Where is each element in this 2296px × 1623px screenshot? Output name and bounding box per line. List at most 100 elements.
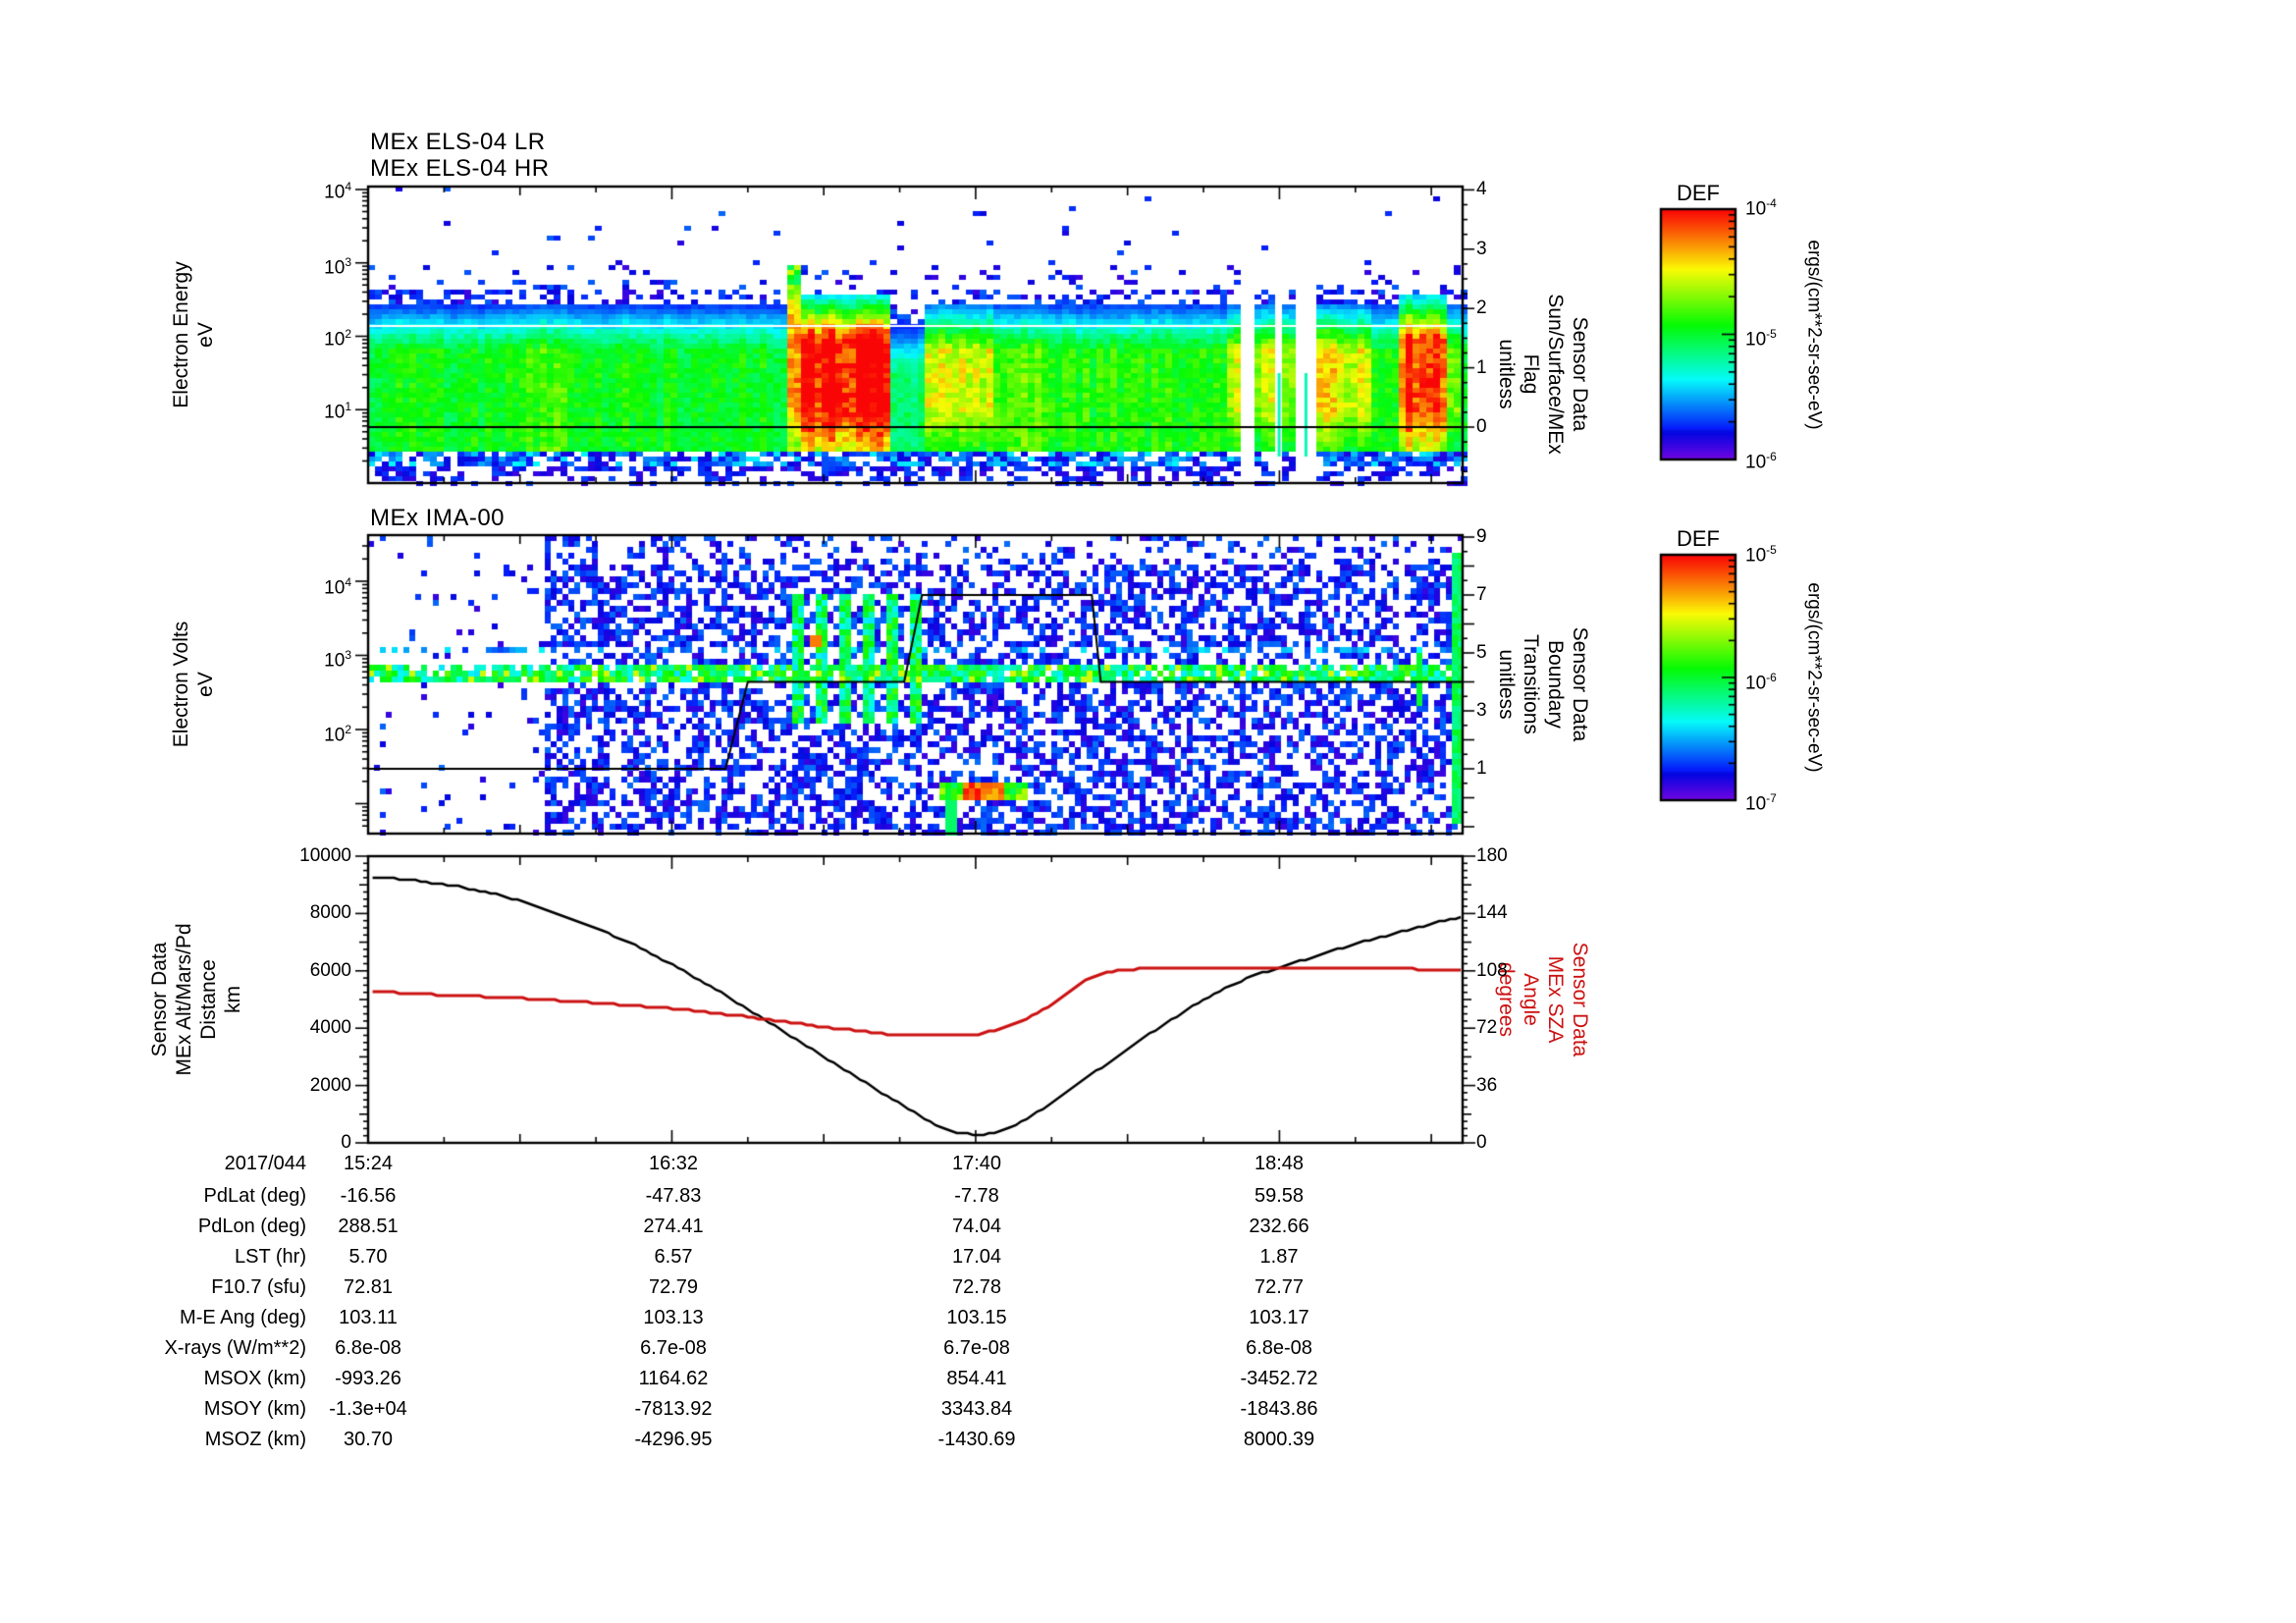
table-cell: -7813.92 [634,1398,713,1420]
panel-title-els-hr: MEx ELS-04 HR [370,155,550,182]
table-row-label: M-E Ang (deg) [180,1307,306,1328]
right-tick-label: 2 [1476,298,1487,318]
x-tick-label: 17:40 [951,1153,1002,1174]
table-row-label: MSOZ (km) [204,1429,306,1450]
table-cell: 103.11 [339,1307,398,1328]
right-tick-label: 7 [1476,584,1487,605]
right-tick-label: 9 [1476,526,1487,547]
table-cell: -16.56 [340,1185,397,1207]
y-tick-label: 103 [324,648,351,672]
right-tick-label: 1 [1476,758,1487,779]
table-cell: 17.04 [951,1246,1002,1268]
els-y-axis-label: Electron Energy eV [169,261,218,407]
table-row-label: F10.7 (sfu) [211,1276,306,1298]
table-cell: 1164.62 [638,1368,709,1389]
ima-y-axis-label: Electron Volts eV [169,622,218,747]
y-tick-label: 10000 [299,845,351,866]
table-cell: -993.26 [335,1368,401,1389]
x-tick-label: 18:48 [1254,1153,1305,1174]
right-tick-label: 0 [1476,1132,1487,1153]
right-tick-label: 3 [1476,239,1487,259]
table-cell: 6.8e-08 [335,1337,401,1359]
table-row-label: PdLat (deg) [203,1185,306,1207]
table-cell: -1430.69 [937,1429,1016,1450]
y-tick-label: 104 [324,180,351,203]
colorbar-tick-label: 10-7 [1745,791,1777,815]
table-cell: 1.87 [1259,1246,1299,1268]
table-cell: 103.13 [643,1307,704,1328]
table-row-label: LST (hr) [235,1246,306,1268]
table-cell: 6.7e-08 [943,1337,1010,1359]
right-tick-label: 3 [1476,700,1487,721]
axis-label-line: Electron Energy [170,261,192,408]
colorbar-tick-label: 10-5 [1745,327,1777,351]
table-cell: 30.70 [343,1429,394,1450]
right-tick-label: 5 [1476,642,1487,663]
panel-title-els-lr: MEx ELS-04 LR [370,129,546,155]
y-tick-label: 103 [324,255,351,279]
table-cell: 72.79 [648,1276,699,1298]
y-tick-label: 101 [324,400,351,423]
axis-label-line: Sensor Data [1569,942,1591,1057]
table-cell: -4296.95 [634,1429,713,1450]
table-cell: 8000.39 [1243,1429,1315,1450]
y-tick-label: 6000 [309,960,351,981]
x-tick-label: 16:32 [648,1153,699,1174]
axis-label-line: eV [194,672,217,697]
y-tick-label: 4000 [309,1017,351,1038]
table-cell: 74.04 [951,1216,1002,1237]
table-cell: 103.15 [946,1307,1007,1328]
table-cell: 5.70 [348,1246,388,1268]
table-cell: 6.57 [654,1246,693,1268]
y-tick-label: 0 [341,1132,351,1153]
table-cell: 72.78 [951,1276,1002,1298]
x-tick-label: 15:24 [343,1153,394,1174]
table-cell: 288.51 [338,1216,399,1237]
table-cell: 6.8e-08 [1246,1337,1312,1359]
right-tick-label: 108 [1476,960,1508,981]
colorbar-def-title-1: DEF [1677,181,1720,205]
table-row-label: PdLon (deg) [197,1216,306,1237]
table-cell: 72.77 [1254,1276,1305,1298]
table-cell: 274.41 [643,1216,704,1237]
table-cell: 59.58 [1254,1185,1305,1207]
axis-label-line: Distance [197,959,220,1040]
right-tick-label: 36 [1476,1075,1498,1096]
y-tick-label: 104 [324,575,351,599]
y-tick-label: 102 [324,327,351,351]
axis-label-line: Sensor Data [148,942,171,1057]
axis-label-line: Sensor Data [1569,626,1591,742]
y-tick-label: 102 [324,723,351,746]
table-row-label: X-rays (W/m**2) [164,1337,306,1359]
distance-y-axis-label: Sensor Data MEx Alt/Mars/Pd Distance km [147,923,245,1075]
axis-label-line: eV [194,322,217,348]
y-tick-label: 8000 [309,902,351,923]
table-cell: 103.17 [1249,1307,1309,1328]
axis-label-line: MEx Alt/Mars/Pd [173,923,195,1076]
table-cell: 72.81 [343,1276,394,1298]
table-cell: -47.83 [645,1185,702,1207]
table-cell: 6.7e-08 [640,1337,707,1359]
colorbar-tick-label: 10-6 [1745,671,1777,694]
axis-label-line: km [222,986,244,1014]
table-cell: -1.3e+04 [329,1398,407,1420]
right-tick-label: 4 [1476,179,1487,199]
right-tick-label: 0 [1476,416,1487,437]
axis-label-line: Electron Volts [170,621,192,748]
table-row-label: MSOX (km) [203,1368,306,1389]
table-cell: -3452.72 [1240,1368,1318,1389]
table-cell: 232.66 [1249,1216,1309,1237]
colorbar-def-title-2: DEF [1677,526,1720,551]
table-row-label: MSOY (km) [203,1398,306,1420]
table-cell: -1843.86 [1240,1398,1318,1420]
table-cell: 3343.84 [940,1398,1013,1420]
right-tick-label: 72 [1476,1017,1498,1038]
table-cell: 854.41 [946,1368,1007,1389]
y-tick-label: 2000 [309,1075,351,1096]
axis-label-line: Sensor Data [1569,316,1591,432]
right-tick-label: 1 [1476,357,1487,378]
date-label: 2017/044 [224,1153,306,1174]
right-tick-label: 180 [1476,845,1508,866]
